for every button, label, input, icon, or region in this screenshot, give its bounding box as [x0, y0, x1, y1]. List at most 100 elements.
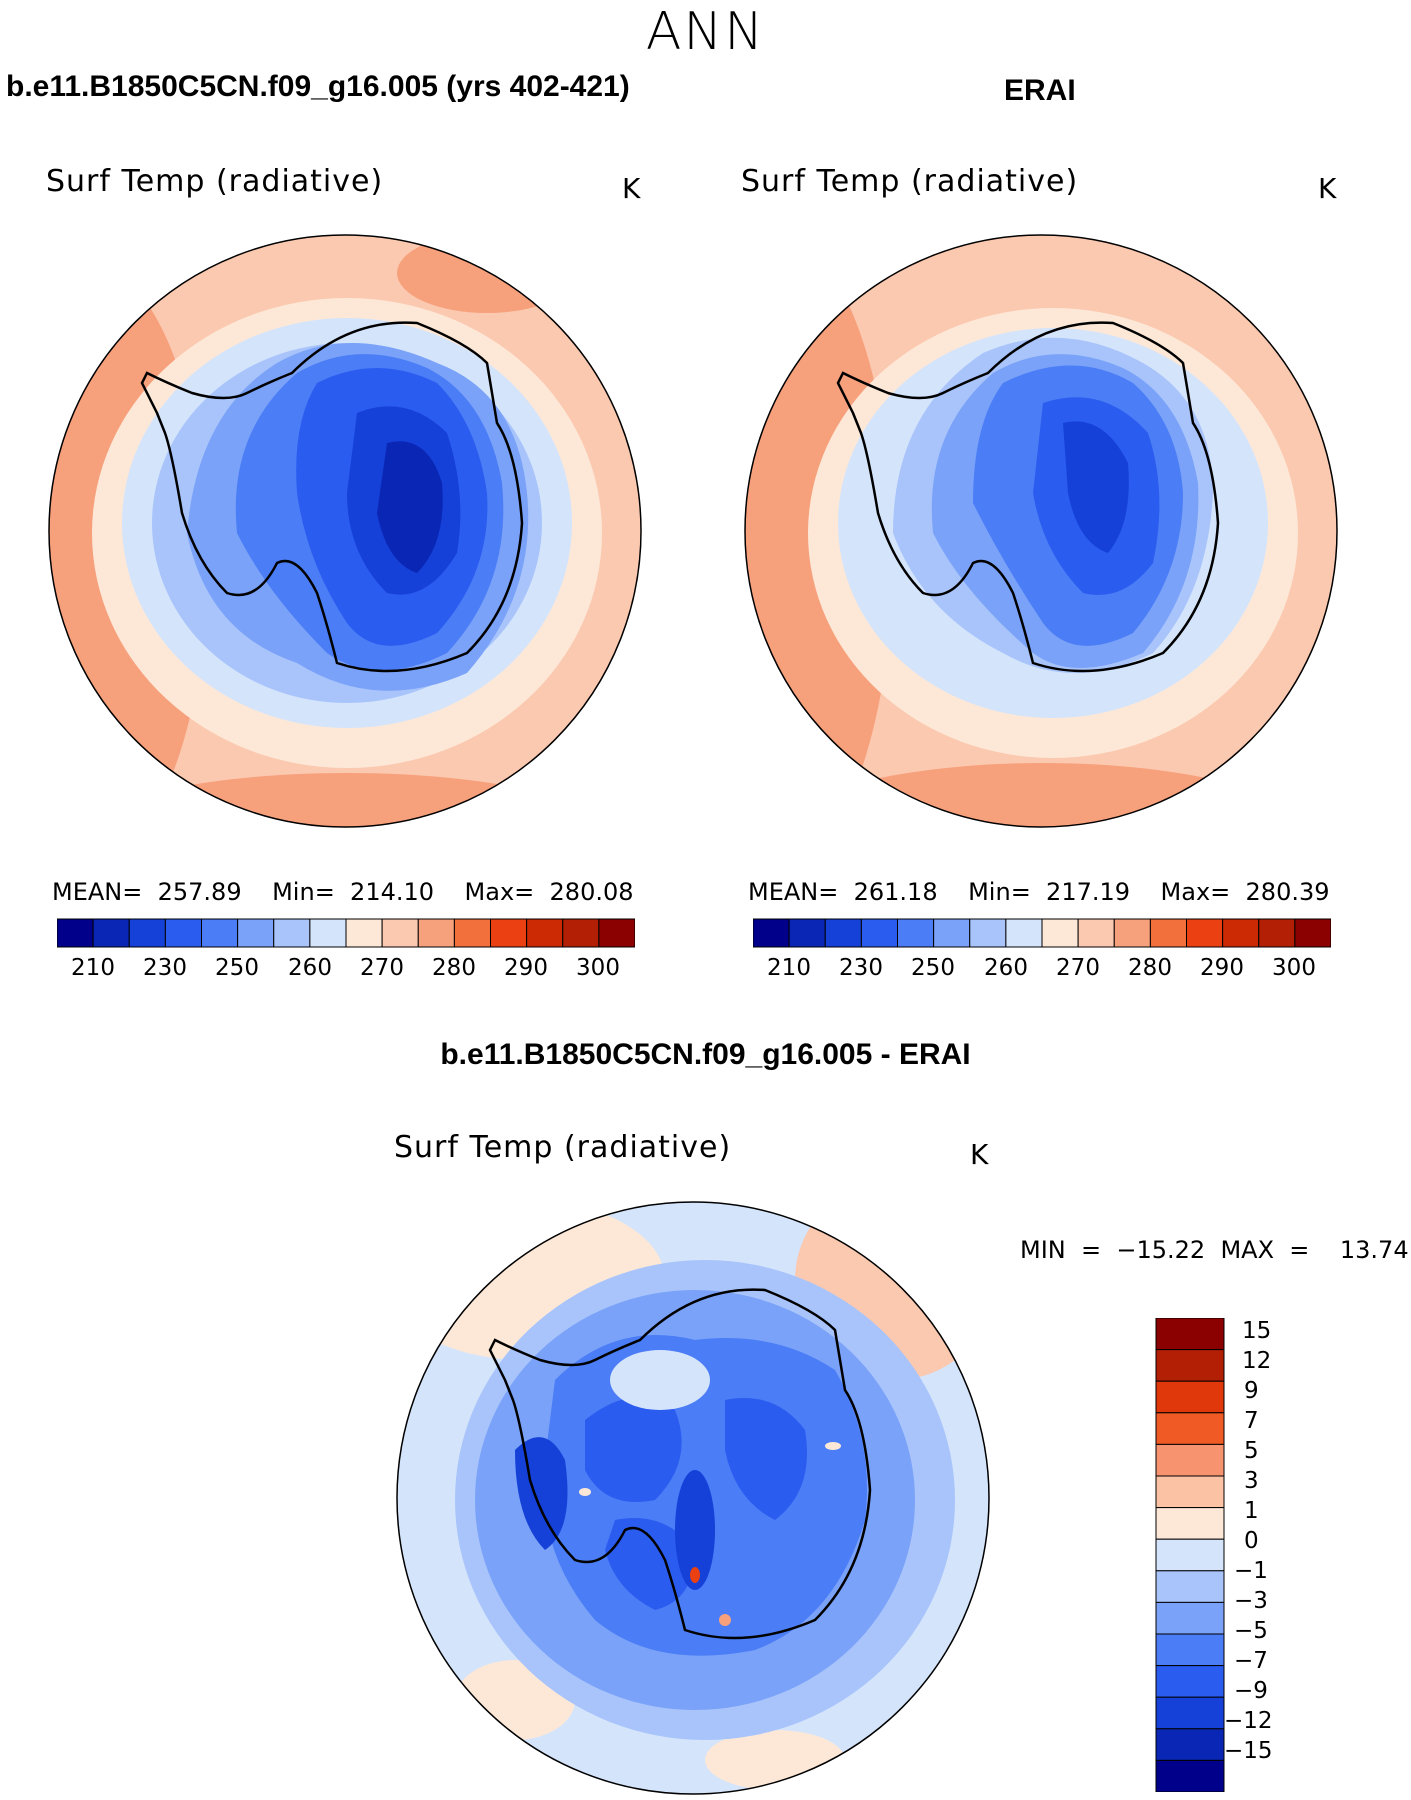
colorbar-swatch [824, 918, 862, 948]
colorbar-swatch [1041, 918, 1079, 948]
obs-stats: MEAN= 261.18 Min= 217.19 Max= 280.39 [748, 878, 1330, 906]
colorbar-tick: −5 [1234, 1618, 1268, 1644]
colorbar-tick: 3 [1244, 1468, 1259, 1494]
colorbar-swatch [345, 918, 383, 948]
colorbar-tick: 250 [911, 955, 955, 981]
colorbar-tick: 230 [839, 955, 883, 981]
colorbar-swatch [1155, 1665, 1225, 1698]
colorbar-swatch [1155, 1412, 1225, 1445]
colorbar-tick: 0 [1244, 1528, 1259, 1554]
diff-units: K [970, 1138, 989, 1171]
colorbar-swatch [753, 918, 790, 948]
colorbar-tick: 15 [1242, 1318, 1272, 1344]
colorbar-tick: −12 [1224, 1708, 1273, 1734]
colorbar-swatch [1155, 1380, 1225, 1414]
model-field-name: Surf Temp (radiative) [46, 164, 384, 199]
colorbar-swatch [273, 918, 311, 948]
colorbar-swatch [1155, 1349, 1225, 1382]
colorbar-tick: 280 [1128, 955, 1172, 981]
colorbar-swatch [1155, 1443, 1225, 1477]
obs-polar-map [744, 234, 1338, 828]
colorbar-swatch [1155, 1601, 1225, 1635]
obs-colorbar-ticks: 210 230 250 260 270 280 290 300 [753, 955, 1331, 985]
colorbar-swatch [1155, 1538, 1225, 1572]
colorbar-tick: 300 [1272, 955, 1316, 981]
colorbar-tick: 290 [1200, 955, 1244, 981]
colorbar-swatch [1155, 1759, 1225, 1792]
colorbar-tick: 270 [1056, 955, 1100, 981]
model-stats: MEAN= 257.89 Min= 214.10 Max= 280.08 [52, 878, 634, 906]
diff-minmax: MIN = −15.22 MAX = 13.74 [1020, 1236, 1409, 1264]
colorbar-tick: 260 [288, 955, 332, 981]
obs-units: K [1318, 172, 1337, 205]
colorbar-swatch [1155, 1633, 1225, 1667]
colorbar-tick: 290 [504, 955, 548, 981]
colorbar-swatch [1113, 918, 1151, 948]
colorbar-tick: −15 [1224, 1738, 1273, 1764]
colorbar-tick: 12 [1242, 1348, 1272, 1374]
colorbar-swatch [562, 918, 600, 948]
colorbar-swatch [92, 918, 130, 948]
season-title: ANN [645, 2, 766, 62]
colorbar-tick: 210 [767, 955, 811, 981]
colorbar-swatch [453, 918, 492, 948]
colorbar-swatch [164, 918, 203, 948]
model-panel-title: b.e11.B1850C5CN.f09_g16.005 (yrs 402-421… [6, 70, 630, 103]
colorbar-swatch [1155, 1475, 1225, 1509]
colorbar-swatch [526, 918, 564, 948]
colorbar-tick: 5 [1244, 1438, 1259, 1464]
colorbar-swatch [1077, 918, 1115, 948]
colorbar-tick: 270 [360, 955, 404, 981]
model-colorbar-ticks: 210 230 250 260 270 280 290 300 [57, 955, 635, 985]
colorbar-swatch [1155, 1696, 1225, 1730]
obs-colorbar [753, 918, 1331, 948]
colorbar-swatch [417, 918, 455, 948]
colorbar-swatch [57, 918, 94, 948]
colorbar-swatch [309, 918, 347, 948]
colorbar-swatch [1149, 918, 1188, 948]
colorbar-swatch [860, 918, 899, 948]
colorbar-swatch [381, 918, 419, 948]
colorbar-tick: 9 [1244, 1378, 1259, 1404]
diff-field-name: Surf Temp (radiative) [394, 1130, 732, 1165]
colorbar-swatch [1222, 918, 1260, 948]
colorbar-swatch [1155, 1570, 1225, 1603]
colorbar-swatch [933, 918, 971, 948]
colorbar-swatch [1294, 918, 1331, 948]
colorbar-tick: 260 [984, 955, 1028, 981]
colorbar-swatch [897, 918, 935, 948]
diff-colorbar [1155, 1318, 1225, 1792]
colorbar-tick: 300 [576, 955, 620, 981]
colorbar-swatch [1186, 918, 1224, 948]
colorbar-swatch [1155, 1728, 1225, 1761]
colorbar-tick: 230 [143, 955, 187, 981]
colorbar-swatch [237, 918, 275, 948]
colorbar-swatch [490, 918, 528, 948]
colorbar-tick: −3 [1234, 1588, 1268, 1614]
model-polar-map [48, 234, 642, 828]
colorbar-tick: 250 [215, 955, 259, 981]
colorbar-tick: −9 [1234, 1678, 1268, 1704]
colorbar-tick: 280 [432, 955, 476, 981]
colorbar-swatch [1258, 918, 1296, 948]
colorbar-swatch [598, 918, 635, 948]
obs-panel-title: ERAI [1004, 74, 1076, 107]
colorbar-swatch [1155, 1318, 1225, 1351]
diff-colorbar-ticks: 15 12 9 7 5 3 1 0 −1 −3 −5 −7 −9 −12 −15 [1224, 1318, 1310, 1798]
colorbar-tick: −1 [1234, 1558, 1268, 1584]
colorbar-tick: 7 [1244, 1408, 1259, 1434]
colorbar-tick: −7 [1234, 1648, 1268, 1674]
model-colorbar [57, 918, 635, 948]
colorbar-swatch [969, 918, 1007, 948]
model-units: K [622, 172, 641, 205]
diff-panel-title: b.e11.B1850C5CN.f09_g16.005 - ERAI [440, 1038, 971, 1071]
obs-field-name: Surf Temp (radiative) [741, 164, 1079, 199]
colorbar-swatch [128, 918, 166, 948]
colorbar-tick: 1 [1244, 1498, 1259, 1524]
colorbar-swatch [1005, 918, 1043, 948]
colorbar-swatch [788, 918, 826, 948]
colorbar-swatch [1155, 1507, 1225, 1540]
colorbar-swatch [201, 918, 239, 948]
colorbar-tick: 210 [71, 955, 115, 981]
diff-polar-map [396, 1201, 990, 1795]
